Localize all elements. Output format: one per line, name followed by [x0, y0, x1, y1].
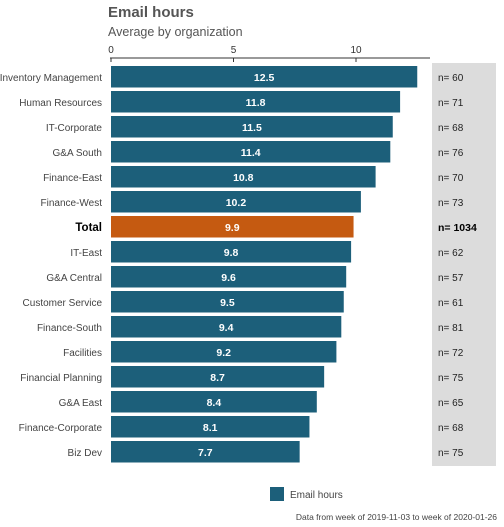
bar [111, 316, 342, 338]
n-label: n= 1034 [438, 222, 477, 234]
x-tick-label: 5 [231, 45, 237, 56]
category-label: Finance-Corporate [19, 423, 103, 434]
bar-value-label: 9.8 [224, 247, 239, 259]
category-label: Finance-West [40, 198, 102, 209]
n-label: n= 75 [438, 448, 464, 459]
x-axis: 0 5 10 [108, 45, 430, 62]
n-label: n= 61 [438, 298, 464, 309]
bar [111, 241, 352, 263]
category-label: Total [75, 222, 102, 234]
n-label: n= 76 [438, 148, 464, 159]
bar [111, 116, 393, 138]
bar [111, 341, 337, 363]
n-label: n= 60 [438, 73, 464, 84]
bar-value-label: 9.4 [219, 322, 234, 334]
category-label: Finance-East [43, 173, 102, 184]
chart-title: Email hours [108, 4, 194, 21]
bar [111, 391, 317, 413]
n-label: n= 72 [438, 348, 464, 359]
bar [111, 91, 401, 113]
bar [111, 291, 344, 313]
bar-value-label: 12.5 [254, 72, 275, 84]
n-label: n= 57 [438, 273, 464, 284]
bar-value-label: 9.5 [220, 297, 235, 309]
bar-value-label: 8.1 [203, 422, 218, 434]
n-label: n= 68 [438, 123, 464, 134]
bar-value-label: 11.4 [241, 147, 261, 159]
bars: 12.5 Inventory Management n= 60 11.8 Human R… [0, 66, 477, 463]
legend: Email hours [270, 487, 343, 501]
category-label: Biz Dev [68, 448, 102, 459]
bar-value-label: 10.2 [226, 197, 247, 209]
legend-label: Email hours [290, 490, 343, 501]
category-label: Facilities [63, 348, 102, 359]
n-label: n= 73 [438, 198, 464, 209]
category-label: IT-East [70, 248, 102, 259]
category-label: G&A East [59, 398, 103, 409]
legend-swatch [270, 487, 284, 501]
bar [111, 416, 310, 438]
bar-value-label: 11.5 [242, 122, 262, 134]
bar-value-label: 9.2 [216, 347, 231, 359]
bar-value-label: 10.8 [233, 172, 254, 184]
caption: Data from week of 2019-11-03 to week of … [296, 512, 497, 522]
bar [111, 216, 354, 238]
category-label: Finance-South [37, 323, 102, 334]
bar-value-label: 9.9 [225, 222, 240, 234]
bar-value-label: 8.7 [210, 372, 225, 384]
chart-subtitle: Average by organization [108, 25, 243, 39]
category-label: Financial Planning [20, 373, 102, 384]
x-tick-label: 10 [350, 45, 362, 56]
n-panel [432, 63, 496, 466]
bar [111, 191, 361, 213]
bar-value-label: 11.8 [246, 97, 266, 109]
category-label: Inventory Management [0, 73, 102, 84]
bar [111, 441, 300, 463]
bar-value-label: 9.6 [221, 272, 236, 284]
n-label: n= 70 [438, 173, 464, 184]
bar-value-label: 8.4 [207, 397, 222, 409]
n-label: n= 62 [438, 248, 464, 259]
bar [111, 266, 347, 288]
category-label: Customer Service [23, 298, 103, 309]
n-label: n= 75 [438, 373, 464, 384]
bar [111, 141, 391, 163]
category-label: G&A Central [46, 273, 102, 284]
n-label: n= 68 [438, 423, 464, 434]
category-label: IT-Corporate [46, 123, 103, 134]
bar [111, 166, 376, 188]
category-label: G&A South [53, 148, 102, 159]
x-tick-label: 0 [108, 45, 114, 56]
bar [111, 66, 418, 88]
category-label: Human Resources [19, 98, 102, 109]
n-label: n= 71 [438, 98, 464, 109]
n-label: n= 81 [438, 323, 464, 334]
bar [111, 366, 325, 388]
bar-value-label: 7.7 [198, 447, 213, 459]
n-label: n= 65 [438, 398, 464, 409]
